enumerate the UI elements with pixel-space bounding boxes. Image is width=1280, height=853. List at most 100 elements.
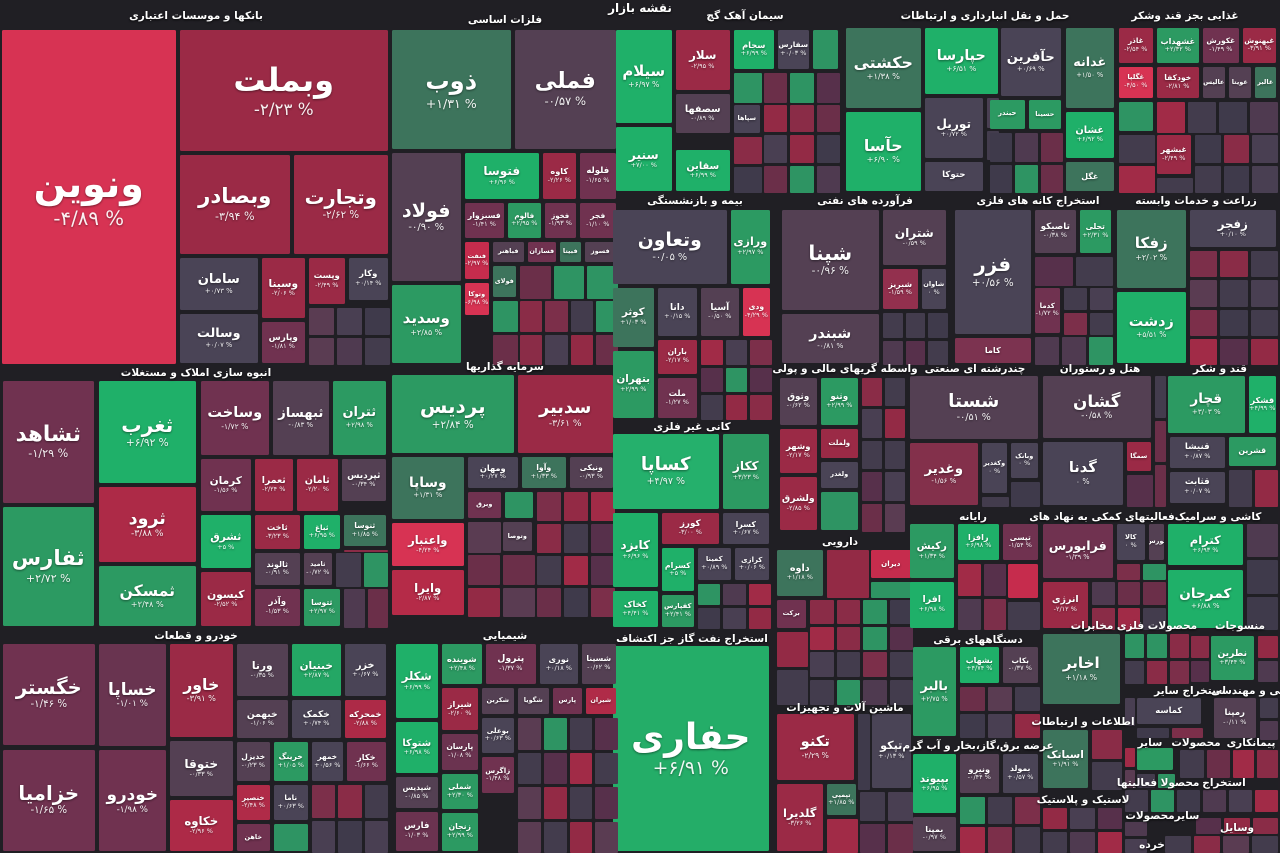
tile-ثمسکن[interactable]: ثمسکن +۲/۴۸ % <box>99 566 196 626</box>
mosaic-tile[interactable] <box>701 367 723 393</box>
mosaic-tile[interactable] <box>863 600 887 624</box>
mosaic-tile[interactable] <box>748 584 771 605</box>
tile-باران[interactable]: باران -۲/۱۷ % <box>658 340 697 374</box>
mosaic-tile[interactable] <box>518 787 541 819</box>
mosaic-tile[interactable] <box>1151 790 1174 812</box>
mosaic-tile[interactable] <box>503 587 535 617</box>
mosaic-tile[interactable] <box>1223 135 1250 163</box>
mosaic-tile[interactable] <box>1147 634 1167 658</box>
tile-ثفارس[interactable]: ثفارس +۲/۷۲ % <box>3 507 94 626</box>
mosaic-tile[interactable] <box>1015 714 1040 738</box>
tile-خساپا[interactable]: خساپا -۱/۰۱ % <box>99 644 166 746</box>
tile-فارس[interactable]: فارس -۱/۰۳ % <box>396 812 438 851</box>
mosaic-tile[interactable] <box>1090 288 1113 310</box>
mosaic-tile[interactable] <box>827 819 858 853</box>
mosaic-tile[interactable] <box>885 409 905 438</box>
tile-داوه[interactable]: داوه +۱/۱۸ % <box>777 550 823 596</box>
mosaic-tile[interactable] <box>888 792 913 821</box>
tile-پردیس[interactable]: پردیس +۲/۸۴ % <box>392 375 514 453</box>
mosaic-tile[interactable] <box>858 714 870 790</box>
mosaic-tile[interactable] <box>725 395 748 420</box>
tile-کسرا[interactable]: کسرا +۰/۶۷ % <box>723 513 769 544</box>
tile-ثتوسا[interactable]: ثتوسا +۲/۹۷ % <box>304 589 340 626</box>
mosaic-tile[interactable] <box>698 608 721 629</box>
mosaic-tile[interactable] <box>1137 774 1155 788</box>
tile-وتعاون[interactable]: وتعاون -۰/۰۵ % <box>613 210 727 284</box>
tile-ثباغ[interactable]: ثباغ +۶/۹۵ % <box>304 515 340 549</box>
tile-دیران[interactable]: دیران <box>871 550 911 578</box>
mosaic-tile[interactable] <box>750 367 772 393</box>
tile-شوینده[interactable]: شوینده +۲/۴۸ % <box>442 644 482 684</box>
mosaic-tile[interactable] <box>1119 165 1155 193</box>
tile-وساخت[interactable]: وساخت -۱/۷۲ % <box>201 381 269 455</box>
tile-unlabeled[interactable] <box>813 30 838 69</box>
mosaic-tile[interactable] <box>1117 564 1140 580</box>
mosaic-tile[interactable] <box>1177 790 1200 812</box>
tile-وکار[interactable]: وکار +۰/۱۴ % <box>349 258 388 300</box>
mosaic-tile[interactable] <box>595 821 618 853</box>
mosaic-tile[interactable] <box>344 550 388 552</box>
tile-حکشتی[interactable]: حکشتی +۱/۳۸ % <box>846 28 921 108</box>
mosaic-tile[interactable] <box>862 472 882 501</box>
mosaic-tile[interactable] <box>1191 660 1209 682</box>
mosaic-tile[interactable] <box>337 338 362 365</box>
mosaic-tile[interactable] <box>1206 750 1230 778</box>
tile-ختوقا[interactable]: ختوقا -۰/۳۳ % <box>170 741 233 796</box>
mosaic-tile[interactable] <box>1203 790 1226 812</box>
tile-ودی[interactable]: ودی -۴/۲۹ % <box>743 288 770 336</box>
tile-ثشرق[interactable]: ثشرق +۵ % <box>201 515 251 568</box>
mosaic-tile[interactable] <box>928 340 948 365</box>
mosaic-tile[interactable] <box>570 301 593 332</box>
tile-کورز[interactable]: کورز -۳/۰۰ % <box>662 513 719 544</box>
mosaic-tile[interactable] <box>987 714 1013 738</box>
tile-غالبر[interactable]: غالبر <box>1255 67 1276 98</box>
mosaic-tile[interactable] <box>1064 313 1087 335</box>
tile-افرا[interactable]: افرا +۶/۹۸ % <box>910 582 954 628</box>
mosaic-tile[interactable] <box>1089 337 1113 365</box>
mosaic-tile[interactable] <box>545 301 568 332</box>
tile-قشکر[interactable]: قشکر +۴/۹۹ % <box>1249 376 1276 433</box>
mosaic-tile[interactable] <box>862 378 882 407</box>
mosaic-tile[interactable] <box>591 588 615 617</box>
mosaic-tile[interactable] <box>790 73 814 103</box>
tile-ثتران[interactable]: ثتران +۲/۹۸ % <box>333 381 386 455</box>
tile-اسیاتک[interactable]: اسیاتک +۱/۹۱ % <box>1043 730 1088 788</box>
mosaic-tile[interactable] <box>1127 475 1153 507</box>
tile-تکنو[interactable]: تکنو -۲/۲۹ % <box>777 714 854 780</box>
mosaic-tile[interactable] <box>1219 102 1247 133</box>
tile-حآفرین[interactable]: حآفرین +۰/۶۹ % <box>1001 28 1061 96</box>
tile-وسینا[interactable]: وسینا -۲/۰۶ % <box>262 258 305 318</box>
mosaic-tile[interactable] <box>1075 257 1113 286</box>
mosaic-tile[interactable] <box>816 165 840 193</box>
mosaic-tile[interactable] <box>810 626 834 650</box>
mosaic-tile[interactable] <box>543 718 567 750</box>
mosaic-tile[interactable] <box>701 395 723 420</box>
tile-بوعلی[interactable]: بوعلی +۰/۶۳ % <box>482 718 514 753</box>
mosaic-tile[interactable] <box>1097 808 1122 829</box>
tile-تاصیکو[interactable]: تاصیکو -۰/۳۸ % <box>1035 210 1076 253</box>
mosaic-tile[interactable] <box>520 334 543 365</box>
tile-شیران[interactable]: شیران <box>586 688 616 714</box>
mosaic-tile[interactable] <box>862 409 882 438</box>
mosaic-tile[interactable] <box>564 524 588 553</box>
mosaic-tile[interactable] <box>827 550 869 598</box>
mosaic-tile[interactable] <box>1143 582 1166 605</box>
tile-وساپا[interactable]: وساپا +۱/۳۱ % <box>392 457 464 519</box>
mosaic-tile[interactable] <box>1137 728 1169 738</box>
mosaic-tile[interactable] <box>569 752 593 784</box>
tile-زاگرس[interactable]: زاگرس -۱/۴۸ % <box>482 757 514 793</box>
mosaic-tile[interactable] <box>885 378 905 407</box>
mosaic-tile[interactable] <box>364 820 388 853</box>
tile-ولغدر[interactable]: ولغدر <box>821 462 858 488</box>
tile-وثوق[interactable]: وثوق -۰/۶۲ % <box>780 378 817 425</box>
tile-پارسان[interactable]: پارسان -۱/۰۸ % <box>442 734 478 770</box>
tile-غاذر[interactable]: غاذر -۲/۵۴ % <box>1119 28 1153 63</box>
tile-شکلر[interactable]: شکلر +۶/۹۹ % <box>396 644 438 718</box>
tile-کدما[interactable]: کدما -۱/۷۲ % <box>1035 288 1060 333</box>
mosaic-tile[interactable] <box>1220 280 1248 307</box>
mosaic-tile[interactable] <box>1143 564 1166 580</box>
tile-ولملت[interactable]: ولملت <box>821 429 858 458</box>
mosaic-tile[interactable] <box>1070 832 1095 853</box>
mosaic-tile[interactable] <box>595 718 618 750</box>
mosaic-tile[interactable] <box>1117 582 1141 605</box>
